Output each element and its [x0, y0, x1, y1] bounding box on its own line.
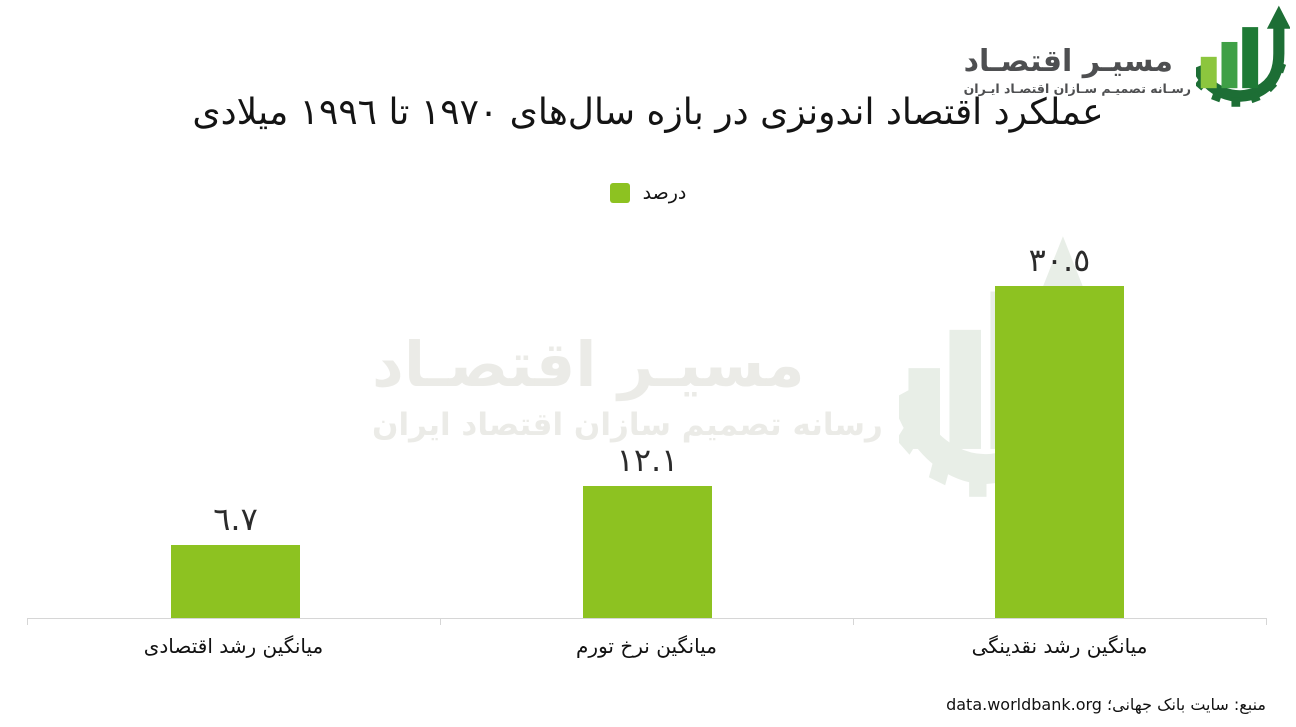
category-label-inflation-rate: میانگین نرخ تورم — [576, 634, 717, 658]
bar-liquidity-growth — [995, 286, 1124, 618]
bar-inflation-rate — [583, 486, 712, 618]
legend-label: درصد — [642, 182, 687, 204]
bar-value-inflation-rate: ١٢.١ — [616, 440, 679, 479]
bar-group-economic-growth: ٦.٧ — [171, 499, 300, 618]
bar-value-liquidity-growth: ٣٠.٥ — [1028, 240, 1091, 279]
chart-title: عملکرد اقتصاد اندونزی در بازه سال‌های ١٩… — [192, 92, 1104, 133]
brand-logo: مسیـر اقتصـاد رسـانه تصمیـم سـازان اقتصـ… — [964, 4, 1290, 108]
category-label-liquidity-growth: میانگین رشد نقدینگی — [971, 634, 1148, 658]
x-axis-tick — [853, 618, 854, 625]
bar-group-inflation-rate: ١٢.١ — [583, 440, 712, 618]
brand-logo-text: مسیـر اقتصـاد رسـانه تصمیـم سـازان اقتصـ… — [964, 45, 1191, 96]
source-note: منبع: سایت بانک جهانی؛ data.worldbank.or… — [946, 695, 1266, 714]
category-label-economic-growth: میانگین رشد اقتصادی — [143, 634, 324, 658]
brand-tagline: رسـانه تصمیـم سـازان اقتصـاد ایـران — [963, 80, 1191, 96]
x-axis-tick — [440, 618, 441, 625]
x-axis-tick — [1266, 618, 1267, 625]
x-axis-line — [27, 618, 1266, 619]
bar-value-economic-growth: ٦.٧ — [213, 499, 258, 538]
legend: درصد — [0, 182, 1296, 204]
brand-name: مسیـر اقتصـاد — [963, 43, 1173, 79]
bar-economic-growth — [171, 545, 300, 618]
x-axis-tick — [27, 618, 28, 625]
legend-swatch-green — [609, 183, 630, 203]
bar-group-liquidity-growth: ٣٠.٥ — [995, 240, 1124, 618]
growth-gear-arrow-icon — [1196, 5, 1290, 107]
